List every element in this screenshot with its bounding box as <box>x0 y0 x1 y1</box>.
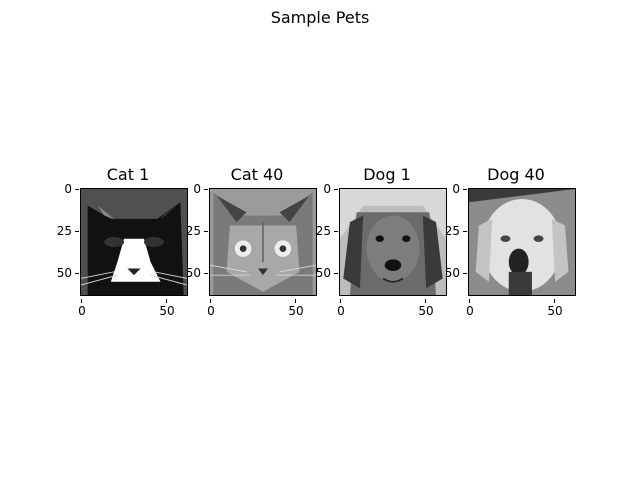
y-tick-label: 50 <box>307 266 338 280</box>
panel-title: Cat 40 <box>230 165 284 184</box>
dog-image <box>339 188 447 296</box>
panel-cat-1: Cat 1 0 25 50 0 50 <box>57 160 198 330</box>
panel-dog-40: Dog 40 0 25 50 0 50 <box>445 160 586 330</box>
x-tick-label: 50 <box>152 299 182 318</box>
y-tick-label: 25 <box>436 224 467 238</box>
panel-dog-1: Dog 1 0 25 50 0 50 <box>316 160 457 330</box>
figure-title: Sample Pets <box>270 8 370 27</box>
x-tick-label: 50 <box>540 299 570 318</box>
cat-image <box>80 188 188 296</box>
y-tick-label: 0 <box>177 182 208 196</box>
y-tick-label: 50 <box>436 266 467 280</box>
x-tick-label: 0 <box>326 299 356 318</box>
panel-title: Dog 1 <box>363 165 411 184</box>
y-tick-label: 25 <box>48 224 79 238</box>
y-tick-label: 25 <box>177 224 208 238</box>
x-tick-label: 0 <box>67 299 97 318</box>
panel-cat-40: Cat 40 0 25 50 0 50 <box>186 160 327 330</box>
x-tick-label: 50 <box>281 299 311 318</box>
y-tick-label: 0 <box>436 182 467 196</box>
dog-image <box>468 188 576 296</box>
y-tick-label: 50 <box>177 266 208 280</box>
x-tick-label: 0 <box>455 299 485 318</box>
panel-title: Cat 1 <box>106 165 150 184</box>
y-tick-label: 0 <box>48 182 79 196</box>
y-tick-label: 25 <box>307 224 338 238</box>
x-tick-label: 0 <box>196 299 226 318</box>
cat-image <box>209 188 317 296</box>
x-tick-label: 50 <box>411 299 441 318</box>
y-tick-label: 0 <box>307 182 338 196</box>
panel-title: Dog 40 <box>487 165 545 184</box>
y-tick-label: 50 <box>48 266 79 280</box>
